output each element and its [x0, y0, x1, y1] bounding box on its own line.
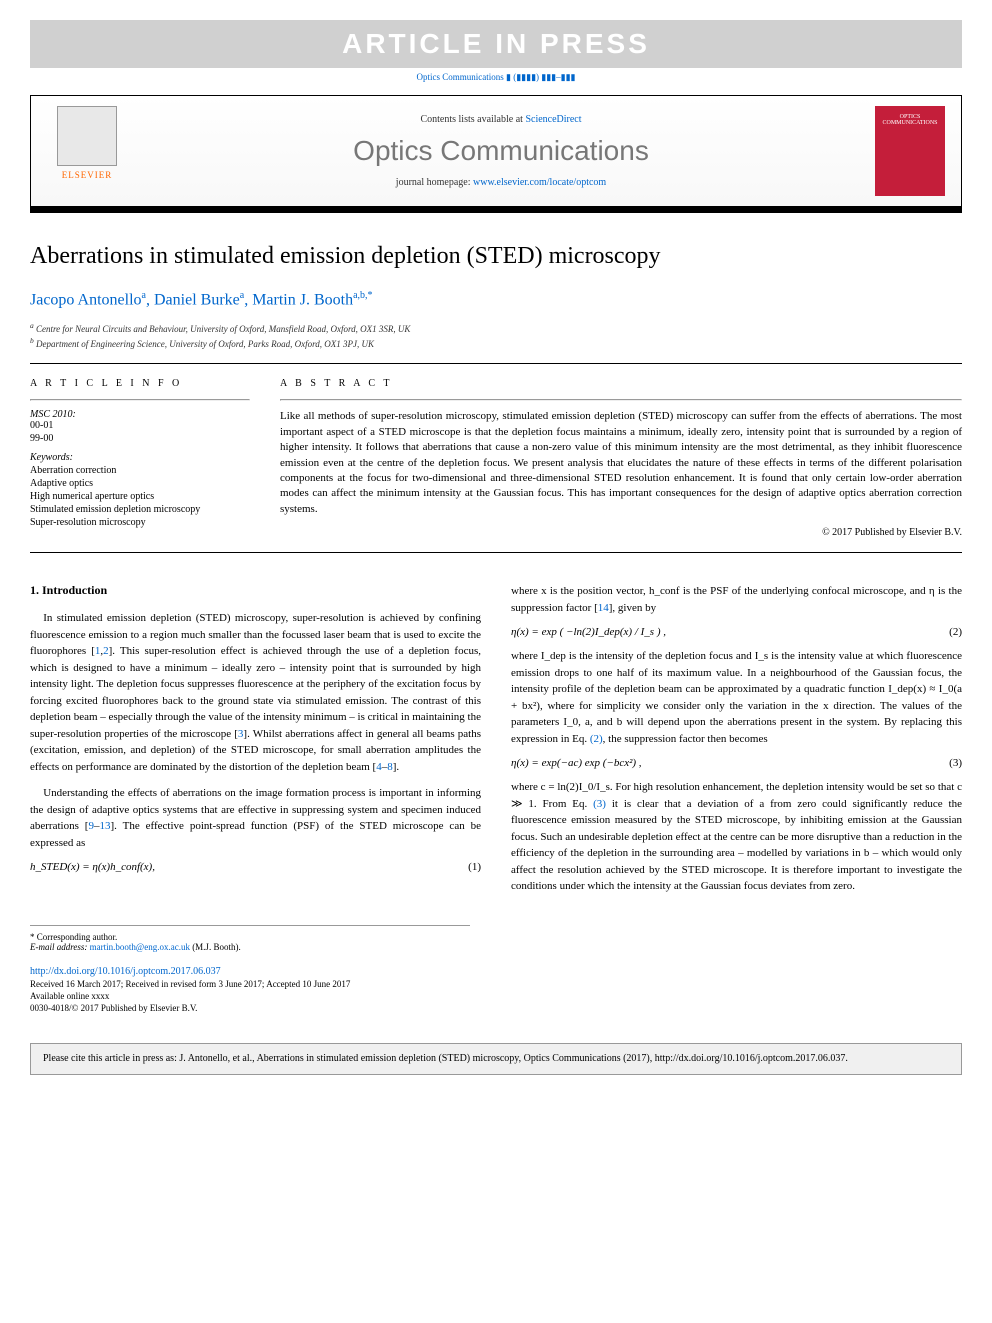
elsevier-logo: ELSEVIER — [47, 106, 127, 196]
doi-link[interactable]: http://dx.doi.org/10.1016/j.optcom.2017.… — [30, 966, 962, 977]
email-link[interactable]: martin.booth@eng.ox.ac.uk — [90, 942, 190, 952]
author[interactable]: Daniel Burke — [154, 291, 240, 308]
eq-body: η(x) = exp ( −ln(2)I_dep(x) / I_s ) , — [511, 626, 932, 638]
keyword: Stimulated emission depletion microscopy — [30, 504, 250, 515]
right-column: where x is the position vector, h_conf i… — [511, 583, 962, 905]
dates: Received 16 March 2017; Received in revi… — [30, 979, 962, 989]
author-sup: a,b,* — [353, 290, 372, 301]
ref-link[interactable]: 13 — [99, 820, 110, 832]
keyword: Aberration correction — [30, 465, 250, 476]
divider — [30, 552, 962, 553]
keywords-label: Keywords: — [30, 452, 250, 463]
email-line: E-mail address: martin.booth@eng.ox.ac.u… — [30, 942, 470, 952]
authors: Jacopo Antonelloa, Daniel Burkea, Martin… — [30, 290, 962, 309]
equation: η(x) = exp(−ac) exp (−bcx²) , (3) — [511, 757, 962, 769]
corresponding-author: * Corresponding author. — [30, 932, 470, 942]
abstract-text: Like all methods of super-resolution mic… — [280, 409, 962, 517]
paragraph: In stimulated emission depletion (STED) … — [30, 610, 481, 775]
msc-label: MSC 2010: — [30, 409, 250, 420]
msc-code: 00-01 — [30, 420, 250, 431]
text: , the suppression factor then becomes — [603, 733, 768, 745]
keyword: Adaptive optics — [30, 478, 250, 489]
abstract-heading: A B S T R A C T — [280, 378, 962, 389]
aff-sup: a — [30, 321, 34, 330]
contents-available: Contents lists available at ScienceDirec… — [127, 114, 875, 125]
issn-copyright: 0030-4018/© 2017 Published by Elsevier B… — [30, 1003, 962, 1013]
paragraph: where I_dep is the intensity of the depl… — [511, 648, 962, 747]
author-sup: a — [240, 290, 244, 301]
eq-body: η(x) = exp(−ac) exp (−bcx²) , — [511, 757, 932, 769]
text: ], given by — [609, 602, 656, 614]
equation: η(x) = exp ( −ln(2)I_dep(x) / I_s ) , (2… — [511, 626, 962, 638]
text: where I_dep is the intensity of the depl… — [511, 650, 962, 745]
affiliation: a Centre for Neural Circuits and Behavio… — [30, 321, 962, 334]
text: ]. — [393, 761, 399, 773]
eq-num: (2) — [932, 626, 962, 638]
keyword: High numerical aperture optics — [30, 491, 250, 502]
elsevier-tree-icon — [57, 106, 117, 166]
abstract: A B S T R A C T Like all methods of supe… — [280, 378, 962, 538]
citation-top: Optics Communications ▮ (▮▮▮▮) ▮▮▮–▮▮▮ — [0, 72, 992, 83]
journal-cover-thumb: OPTICS COMMUNICATIONS — [875, 106, 945, 196]
ref-link[interactable]: 14 — [598, 602, 609, 614]
eq-body: h_STED(x) = η(x)h_conf(x), — [30, 861, 451, 873]
affiliation: b Department of Engineering Science, Uni… — [30, 336, 962, 349]
article-title: Aberrations in stimulated emission deple… — [30, 243, 962, 270]
journal-homepage: journal homepage: www.elsevier.com/locat… — [127, 177, 875, 188]
available-online: Available online xxxx — [30, 991, 962, 1001]
aff-text: Centre for Neural Circuits and Behaviour… — [36, 324, 410, 334]
homepage-link[interactable]: www.elsevier.com/locate/optcom — [473, 177, 606, 188]
keyword: Super-resolution microscopy — [30, 517, 250, 528]
paragraph: Understanding the effects of aberrations… — [30, 785, 481, 851]
citation-footer: Please cite this article in press as: J.… — [30, 1043, 962, 1075]
contents-text: Contents lists available at — [420, 114, 525, 125]
eq-num: (3) — [932, 757, 962, 769]
paragraph: where c = ln(2)I_0/I_s. For high resolut… — [511, 779, 962, 895]
journal-header: ELSEVIER Contents lists available at Sci… — [30, 95, 962, 207]
text: ]. This super-resolution effect is achie… — [30, 645, 481, 740]
article-info: A R T I C L E I N F O MSC 2010: 00-01 99… — [30, 378, 250, 538]
elsevier-text: ELSEVIER — [62, 170, 113, 180]
paragraph: where x is the position vector, h_conf i… — [511, 583, 962, 616]
left-column: 1. Introduction In stimulated emission d… — [30, 583, 481, 905]
copyright: © 2017 Published by Elsevier B.V. — [280, 527, 962, 538]
aff-text: Department of Engineering Science, Unive… — [36, 339, 374, 349]
journal-name: Optics Communications — [127, 135, 875, 167]
email-after: (M.J. Booth). — [190, 942, 241, 952]
section-heading: 1. Introduction — [30, 583, 481, 598]
article-in-press-banner: ARTICLE IN PRESS — [30, 20, 962, 68]
footnotes: * Corresponding author. E-mail address: … — [30, 925, 470, 952]
aff-sup: b — [30, 336, 34, 345]
header-rule — [30, 207, 962, 213]
ref-link[interactable]: (2) — [590, 733, 603, 745]
equation: h_STED(x) = η(x)h_conf(x), (1) — [30, 861, 481, 873]
sciencedirect-link[interactable]: ScienceDirect — [525, 114, 581, 125]
author[interactable]: Martin J. Booth — [252, 291, 353, 308]
homepage-label: journal homepage: — [396, 177, 473, 188]
email-label: E-mail address: — [30, 942, 90, 952]
text: it is clear that a deviation of a from z… — [511, 798, 962, 893]
article-info-heading: A R T I C L E I N F O — [30, 378, 250, 389]
eq-num: (1) — [451, 861, 481, 873]
author-sup: a — [142, 290, 146, 301]
ref-link[interactable]: (3) — [593, 798, 606, 810]
author[interactable]: Jacopo Antonello — [30, 291, 142, 308]
divider — [30, 363, 962, 364]
text: where x is the position vector, h_conf i… — [511, 585, 962, 614]
msc-code: 99-00 — [30, 433, 250, 444]
